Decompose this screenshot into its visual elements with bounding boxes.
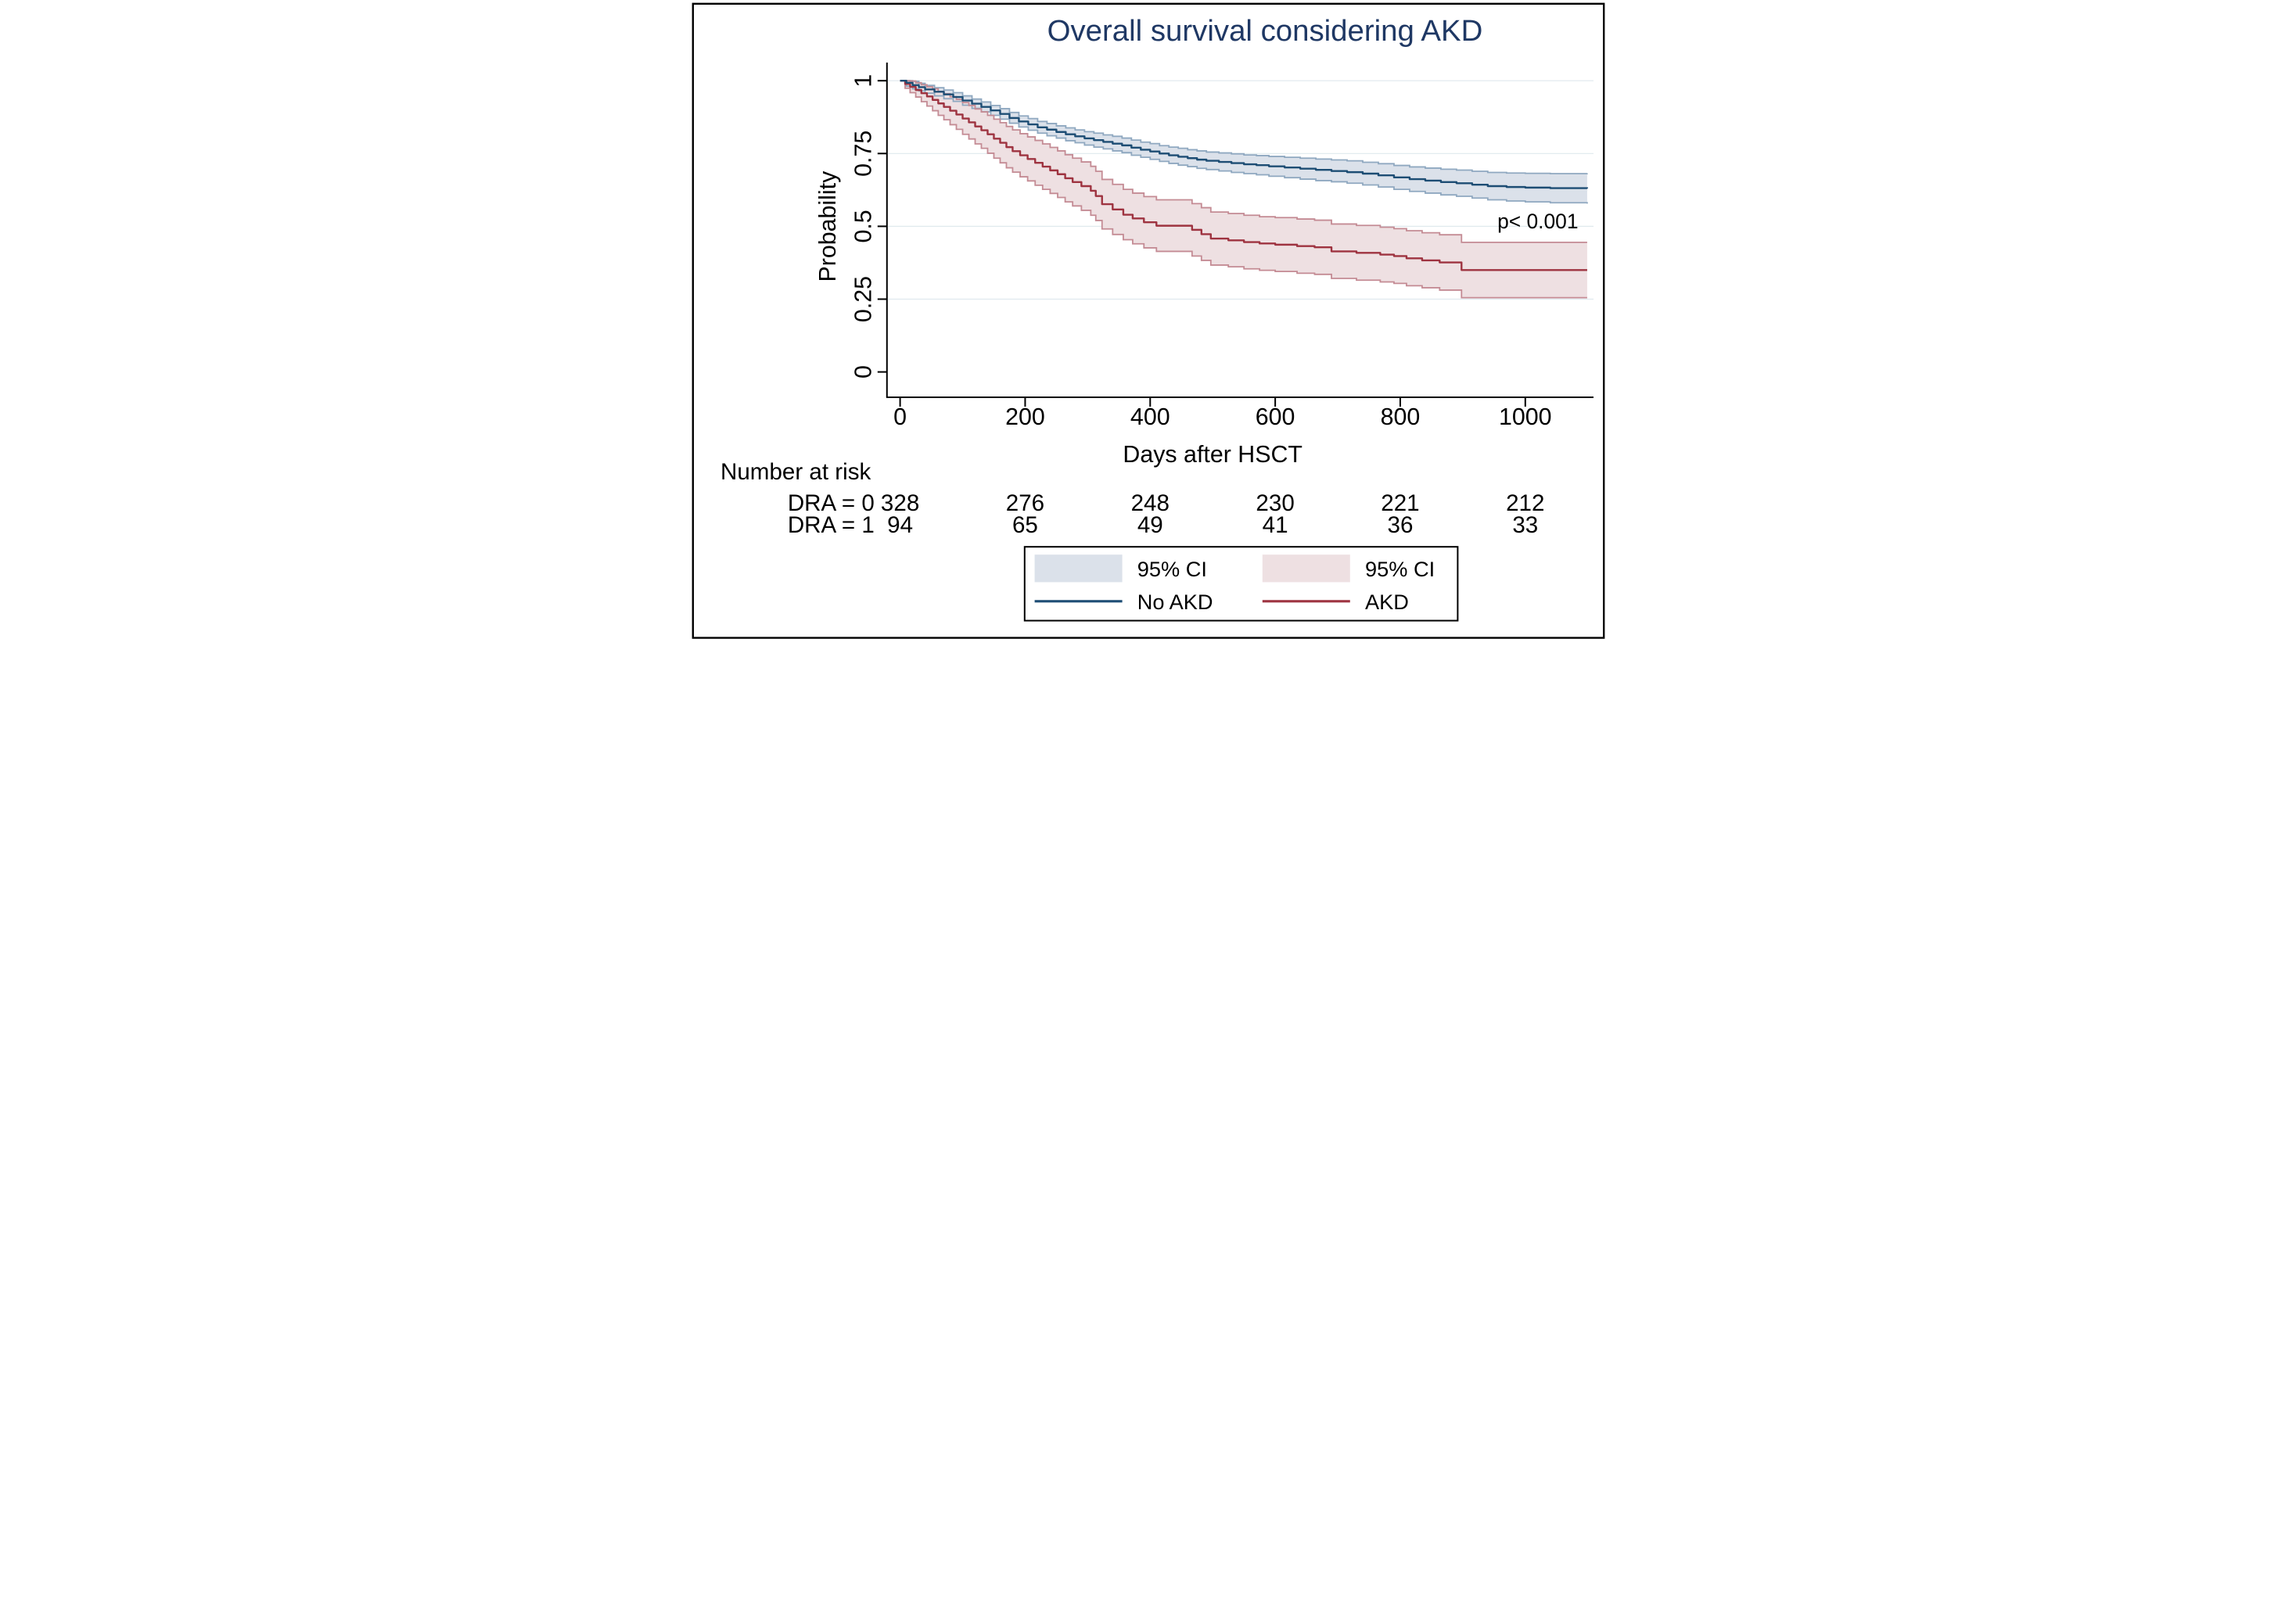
y-tick-label: 0.75 (850, 131, 876, 177)
km-curves (900, 79, 1588, 299)
chart-title: Overall survival considering AKD (1047, 14, 1482, 48)
ci-band-akd (900, 81, 1587, 298)
y-tick-label: 0.5 (850, 210, 876, 242)
p-value-annotation: p< 0.001 (1497, 210, 1578, 233)
figure: Overall survival considering AKD 1 0.75 0.… (688, 0, 1608, 642)
x-tick-label: 1000 (1499, 404, 1552, 430)
ci-upper-no-akd (900, 80, 1588, 174)
risk-value: 230 (1256, 490, 1294, 516)
x-tick-label: 800 (1380, 404, 1420, 430)
km-line-no-akd (900, 79, 1588, 189)
x-tick-label: 600 (1255, 404, 1295, 430)
risk-value: 36 (1387, 512, 1413, 538)
km-survival-chart: Overall survival considering AKD 1 0.75 0.… (688, 0, 1608, 642)
risk-value: 94 (887, 512, 913, 538)
risk-row-label: DRA = 1 (787, 512, 874, 538)
risk-table: DRA = 0 328 276 248 230 221 212 DRA = 1 94 65 49 41… (787, 490, 1544, 538)
legend-ci-swatch (1262, 554, 1350, 583)
figure-border (692, 2, 1604, 639)
risk-table-heading: Number at risk (720, 459, 871, 485)
risk-value: 212 (1506, 490, 1544, 516)
risk-value: 33 (1512, 512, 1538, 538)
y-tick-label: 0 (850, 365, 876, 379)
risk-row-label: DRA = 0 (787, 490, 874, 516)
risk-value: 41 (1262, 512, 1288, 538)
y-tick-label: 0.25 (850, 276, 876, 322)
ci-band-no-akd (900, 81, 1587, 203)
axes: 1 0.75 0.5 0.25 0 0 200 400 600 800 1000 (850, 62, 1594, 430)
legend: 95% CI 95% CI No AKD AKD (1023, 546, 1458, 622)
x-tick-label: 200 (1005, 404, 1045, 430)
km-line-akd (900, 79, 1587, 271)
x-tick-label: 0 (893, 404, 907, 430)
legend-label: No AKD (1137, 590, 1213, 614)
legend-ci-swatch (1034, 554, 1123, 583)
x-tick-label: 400 (1130, 404, 1170, 430)
y-axis-title: Probability (814, 170, 841, 282)
legend-label: AKD (1364, 590, 1408, 614)
risk-value: 248 (1130, 490, 1169, 516)
legend-label: 95% CI (1137, 557, 1206, 581)
x-axis-title: Days after HSCT (1123, 441, 1303, 468)
risk-value: 49 (1137, 512, 1162, 538)
risk-value: 65 (1011, 512, 1037, 538)
y-tick-label: 1 (850, 74, 876, 88)
ci-lower-akd (900, 80, 1587, 299)
risk-value: 221 (1381, 490, 1419, 516)
legend-label: 95% CI (1364, 557, 1434, 581)
risk-value: 276 (1005, 490, 1044, 516)
figure-background (688, 0, 1608, 642)
risk-value: 328 (880, 490, 918, 516)
